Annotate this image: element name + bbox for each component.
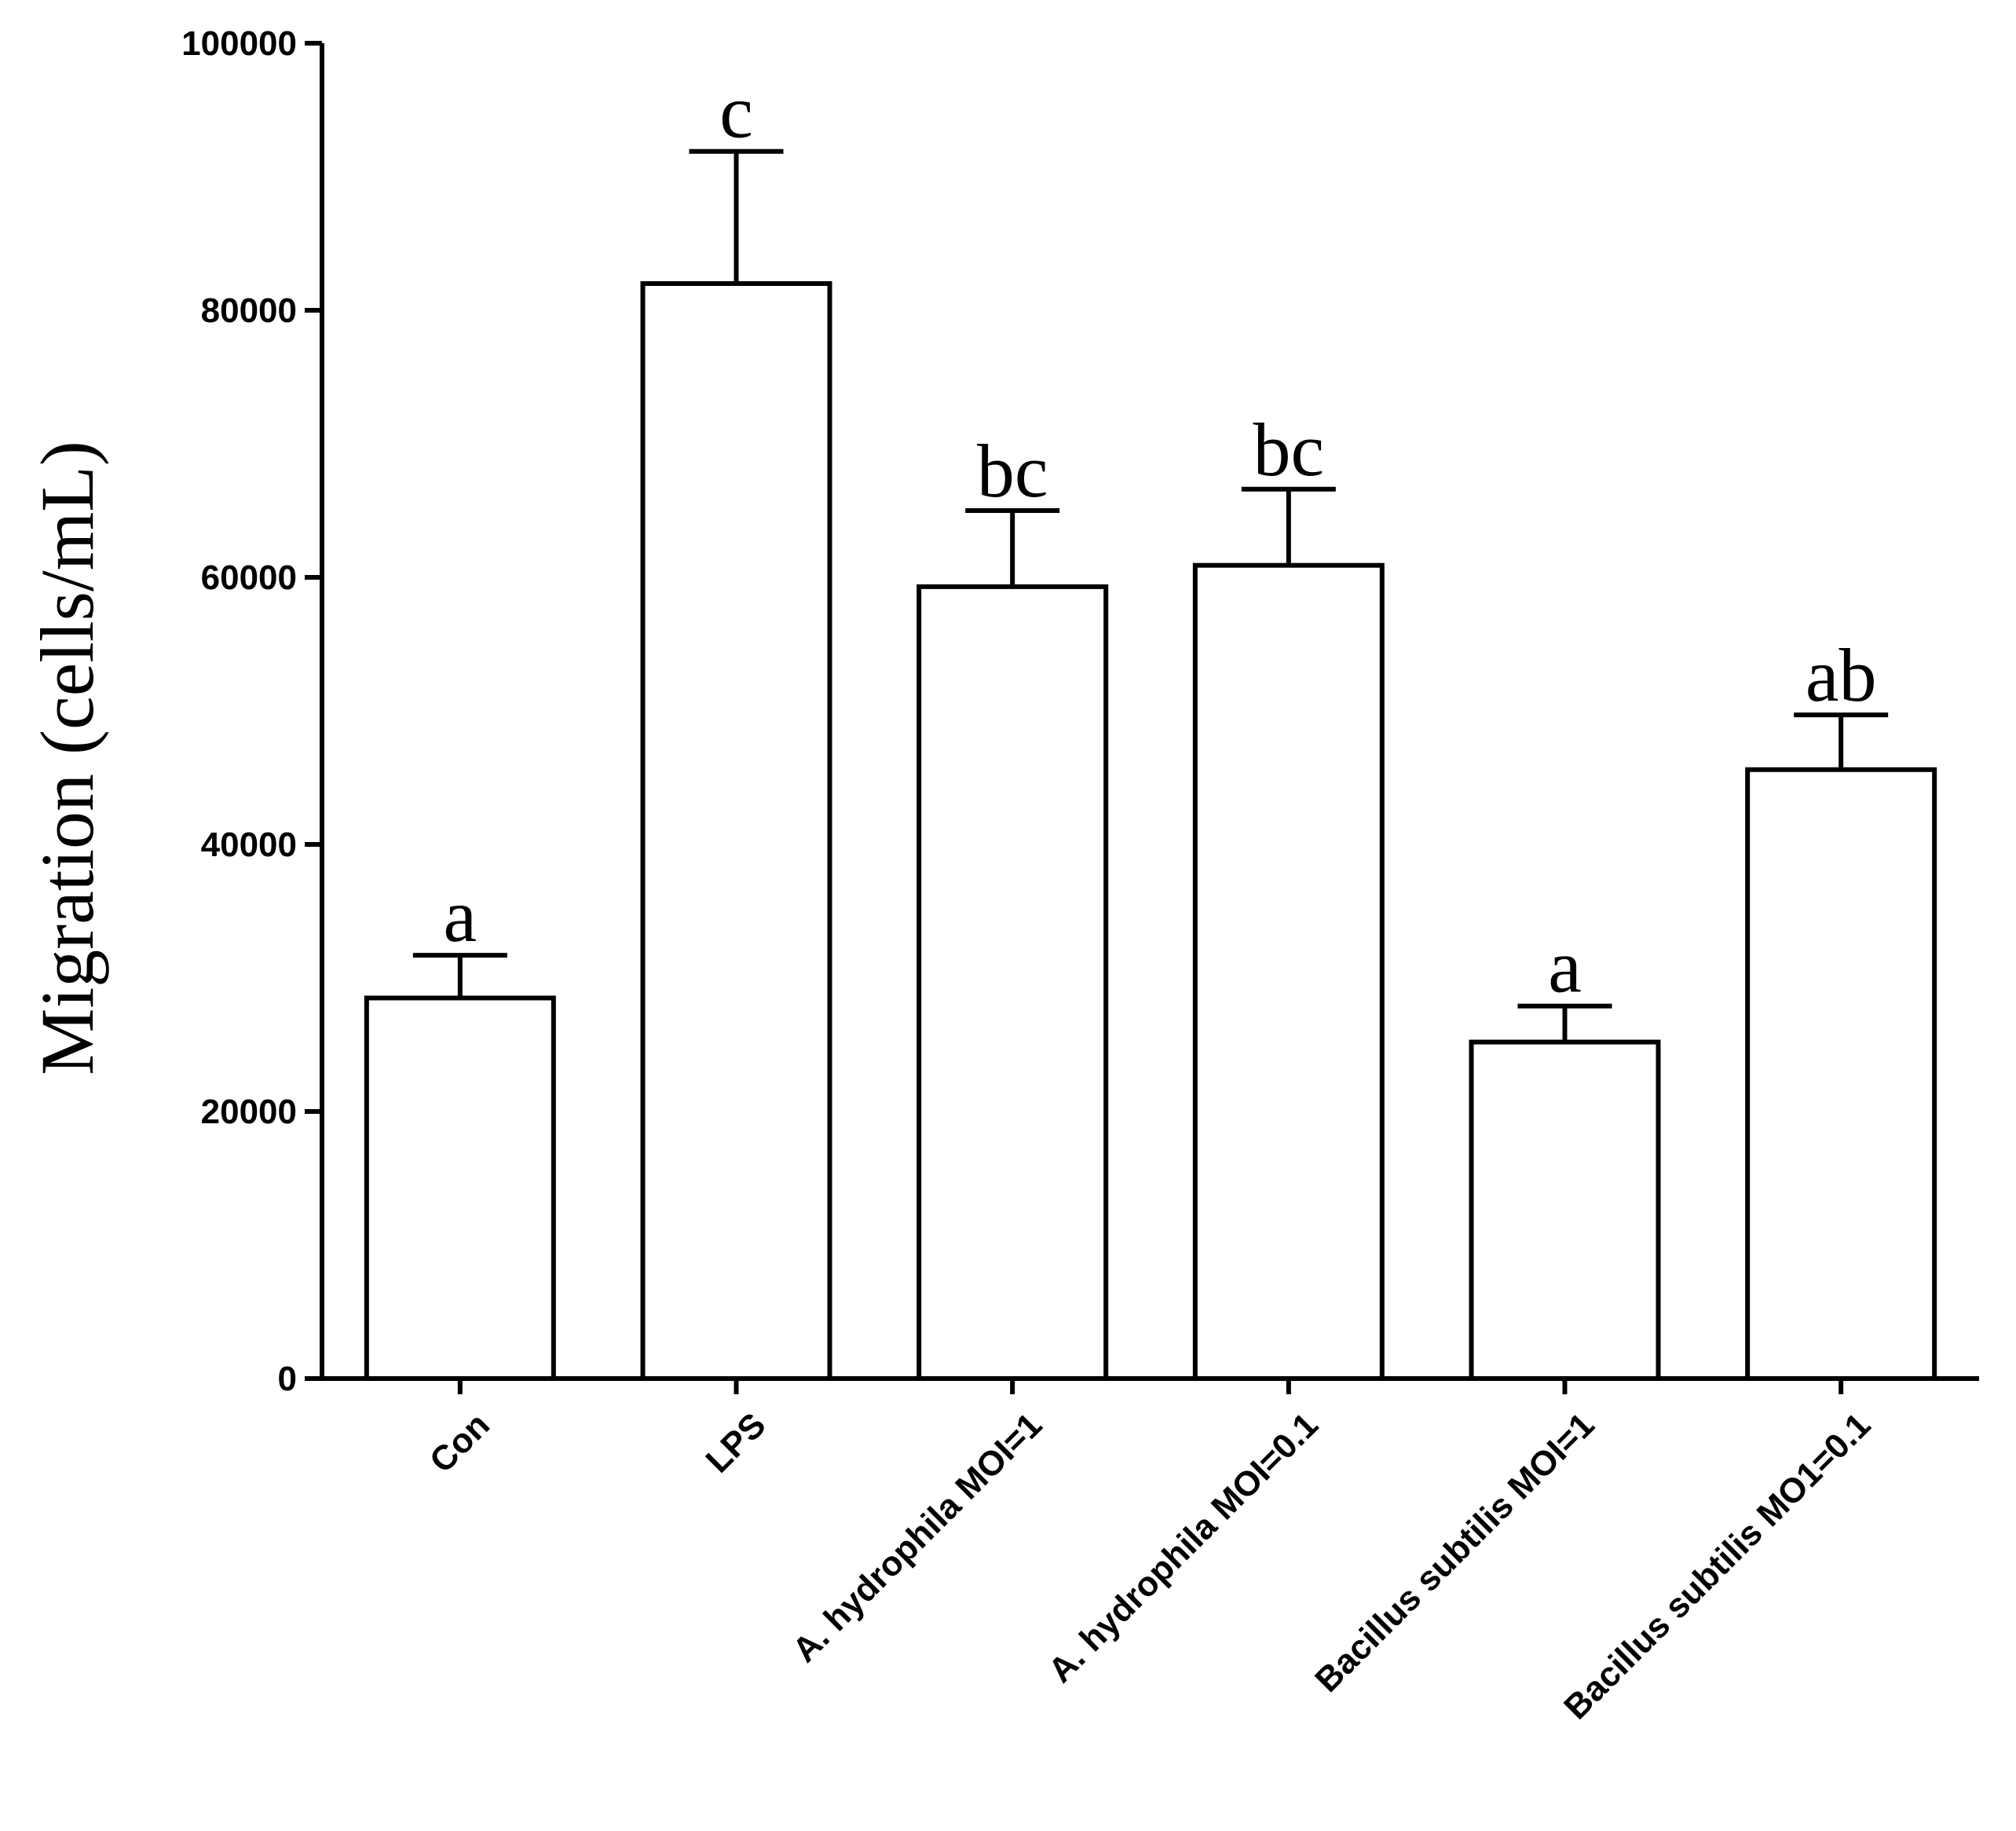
y-tick-label: 60000 — [201, 558, 297, 597]
significance-label: bc — [977, 429, 1048, 513]
x-tick-label: A. hydrophila MOI=1 — [785, 1405, 1049, 1669]
y-axis-label: Migration (cells/mL) — [25, 441, 109, 1075]
bar — [640, 281, 832, 1381]
x-tick-label: Bacillus subtilis MO1=0.1 — [1557, 1405, 1878, 1727]
significance-label: a — [444, 873, 477, 958]
y-tick-label: 0 — [278, 1360, 297, 1398]
bar — [917, 584, 1109, 1381]
x-tick-labels: Con LPS A. hydrophila MOI=1A. hydrophila M… — [423, 1379, 1878, 1727]
significance-label: a — [1548, 925, 1582, 1009]
y-tick-label: 80000 — [201, 291, 297, 330]
significance-label: bc — [1253, 408, 1325, 492]
bar — [364, 995, 556, 1381]
y-ticks: 0 20000 40000 60000 80000 100000 — [181, 24, 322, 1398]
bar — [1192, 562, 1385, 1382]
bar — [1469, 1039, 1661, 1381]
x-tick-label: Bacillus subtilis MOI=1 — [1308, 1405, 1601, 1699]
x-tick-label: Con — [423, 1405, 497, 1480]
y-tick-label: 100000 — [181, 24, 297, 63]
y-tick-label: 20000 — [201, 1093, 297, 1131]
y-tick-label: 40000 — [201, 826, 297, 864]
significance-label: c — [719, 70, 753, 154]
x-tick-label: LPS — [698, 1405, 773, 1480]
significance-label: ab — [1806, 633, 1877, 717]
significance-labels: a c bc bc a ab — [444, 70, 1877, 1009]
error-bars-layer — [412, 148, 1889, 1042]
bars-layer — [364, 281, 1937, 1382]
axes-layer — [320, 43, 1979, 1381]
x-tick-label: A. hydrophila MOI=0.1 — [1041, 1405, 1326, 1690]
bar — [1745, 767, 1937, 1381]
